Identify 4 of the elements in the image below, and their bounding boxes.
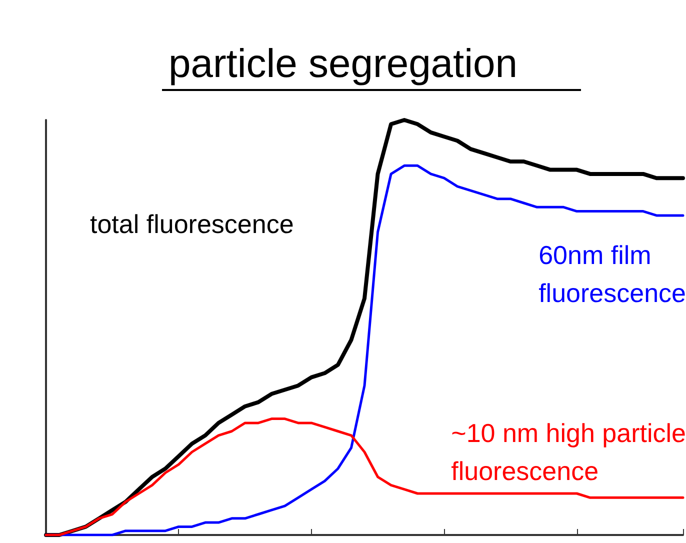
text: total fluorescence xyxy=(90,209,294,239)
series-label: ~10 nm high particle fluorescence xyxy=(451,418,686,486)
chart-title: particle segregation xyxy=(168,42,518,86)
series-label: 60nm film fluorescence xyxy=(538,240,686,308)
